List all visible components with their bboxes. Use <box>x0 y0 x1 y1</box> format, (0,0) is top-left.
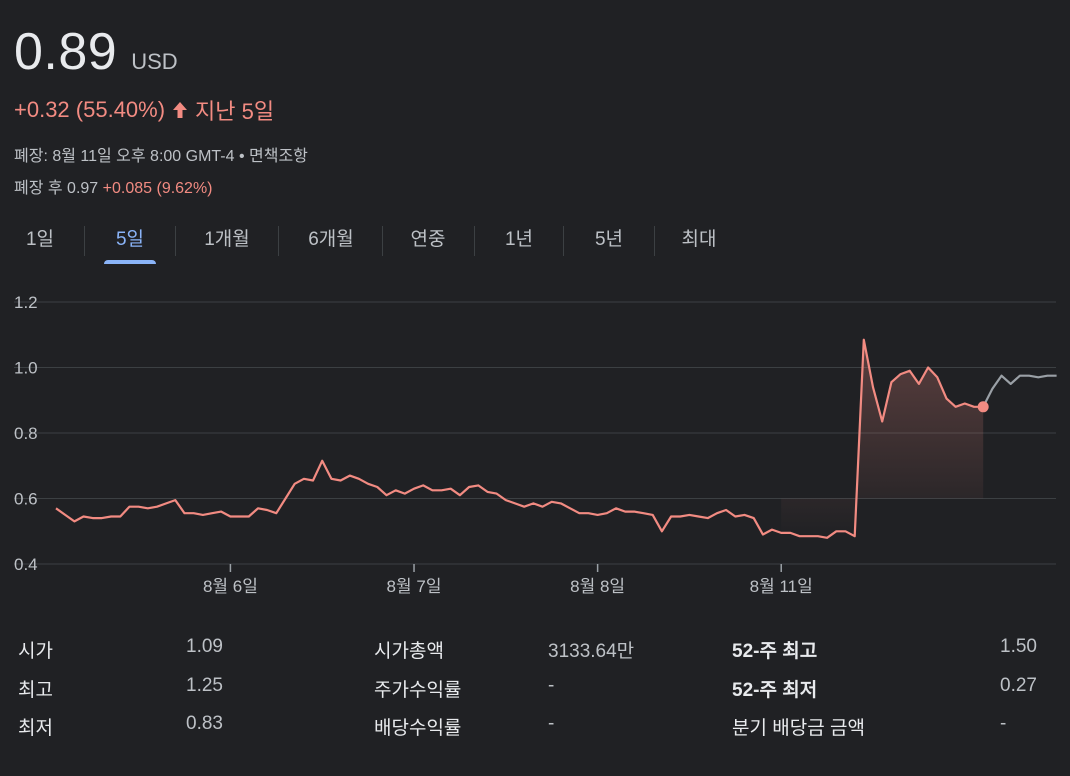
x-tick-label: 8월 8일 <box>570 577 625 596</box>
stat-label-pe: 주가수익률 <box>374 680 462 701</box>
stat-label-quarterly-dividend: 분기 배당금 금액 <box>732 718 865 739</box>
intraday-area-fill <box>781 339 984 538</box>
stat-label-52w-low: 52-주 최저 <box>732 680 818 701</box>
price-header: 0.89 USD <box>14 22 178 82</box>
tab-1m[interactable]: 1개월 <box>204 229 250 250</box>
stat-value-quarterly-dividend: - <box>1000 713 1007 734</box>
stat-label-market-cap: 시가총액 <box>374 641 444 662</box>
close-point <box>977 401 989 413</box>
stat-label-open: 시가 <box>18 641 53 662</box>
price-chart[interactable]: 1.2 1.0 0.8 0.6 0.4 8월 6일 8월 7일 8월 8일 8월 11일 <box>0 280 1070 610</box>
tab-divider <box>654 226 655 256</box>
stat-label-low: 최저 <box>18 718 53 739</box>
tab-divider <box>563 226 564 256</box>
x-tick-label: 8월 6일 <box>203 577 258 596</box>
price-line <box>55 338 984 539</box>
tab-1y[interactable]: 1년 <box>504 229 534 250</box>
tab-5y[interactable]: 5년 <box>594 229 624 250</box>
currency-label: USD <box>131 49 178 74</box>
stat-value-52w-low: 0.27 <box>1000 675 1037 696</box>
stat-value-low: 0.83 <box>186 713 223 734</box>
range-tabs: 1일 5일 1개월 6개월 연중 1년 5년 최대 <box>0 222 760 268</box>
stat-value-high: 1.25 <box>186 675 223 696</box>
tab-divider <box>84 226 85 256</box>
change-period: 지난 5일 <box>195 99 275 124</box>
tab-divider <box>474 226 475 256</box>
arrow-up-icon <box>173 102 188 118</box>
after-hours-price: 폐장 후 0.97 <box>14 180 99 197</box>
x-tick-label: 8월 7일 <box>387 577 442 596</box>
stat-value-pe: - <box>548 675 555 696</box>
tab-5d[interactable]: 5일 <box>115 229 145 250</box>
y-tick-label: 1.0 <box>14 359 38 378</box>
tab-max[interactable]: 최대 <box>681 229 717 250</box>
after-hours-row: 폐장 후 0.97 +0.085 (9.62%) <box>14 174 213 198</box>
stat-label-52w-high: 52-주 최고 <box>732 641 818 662</box>
stat-value-52w-high: 1.50 <box>1000 636 1037 657</box>
tab-divider <box>175 226 176 256</box>
price-change-row: +0.32 (55.40%) 지난 5일 <box>14 94 274 126</box>
stat-label-high: 최고 <box>18 680 53 701</box>
market-closed-info: 폐장: 8월 11일 오후 8:00 GMT-4 • 면책조항 <box>14 148 308 165</box>
stat-label-dividend-yield: 배당수익률 <box>374 718 462 739</box>
stat-value-dividend-yield: - <box>548 713 555 734</box>
y-tick-label: 1.2 <box>14 293 38 312</box>
tab-ytd[interactable]: 연중 <box>410 229 446 250</box>
x-tick-label: 8월 11일 <box>750 577 813 596</box>
tab-divider <box>382 226 383 256</box>
stat-value-open: 1.09 <box>186 636 223 657</box>
y-tick-label: 0.8 <box>14 424 38 443</box>
after-hours-line <box>982 374 1057 408</box>
price-change: +0.32 (55.40%) <box>14 97 166 122</box>
current-price: 0.89 <box>14 23 118 81</box>
after-hours-change: +0.085 (9.62%) <box>102 180 213 197</box>
tab-6m[interactable]: 6개월 <box>308 229 354 250</box>
active-tab-indicator <box>104 260 156 264</box>
tab-divider <box>278 226 279 256</box>
y-tick-label: 0.4 <box>14 555 38 574</box>
tab-1d[interactable]: 1일 <box>25 229 55 250</box>
stat-value-market-cap: 3133.64만 <box>548 641 635 662</box>
y-tick-label: 0.6 <box>14 490 38 509</box>
